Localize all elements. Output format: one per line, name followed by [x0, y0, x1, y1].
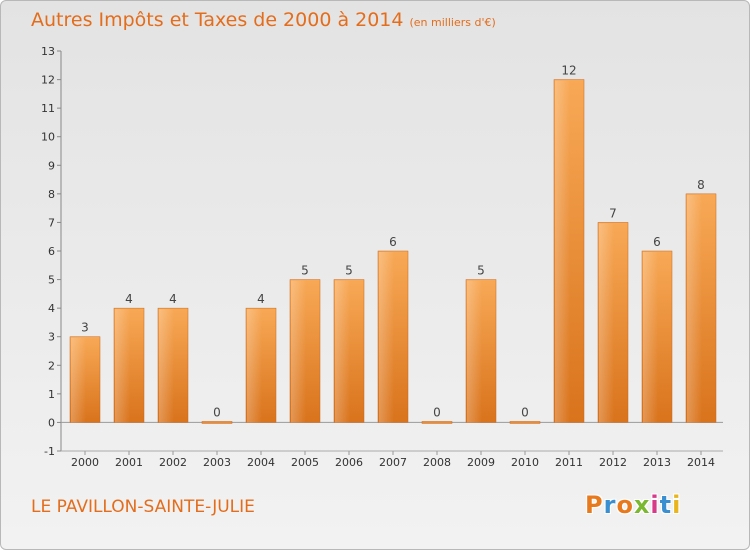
x-tick-label: 2011 [555, 456, 583, 469]
logo-letter: x [633, 491, 651, 519]
chart-subtitle: (en milliers d'€) [409, 16, 496, 29]
x-tick-label: 2005 [291, 456, 319, 469]
x-tick-label: 2000 [71, 456, 99, 469]
bar-highlight [643, 252, 658, 423]
bar-highlight [555, 80, 570, 423]
y-tick-label: 5 [48, 274, 55, 287]
bar-highlight [247, 309, 262, 423]
x-tick-label: 2009 [467, 456, 495, 469]
data-label: 6 [653, 235, 661, 249]
data-label: 4 [169, 292, 177, 306]
data-labels: 3 4 4 0 4 5 5 6 0 5 0 12 7 6 8 [81, 64, 705, 420]
logo-letter: P [585, 491, 604, 519]
x-tick-label: 2012 [599, 456, 627, 469]
x-tick-label: 2002 [159, 456, 187, 469]
bar-highlight [291, 280, 306, 423]
x-tick-label: 2001 [115, 456, 143, 469]
data-label: 7 [609, 206, 617, 220]
data-label: 12 [561, 64, 576, 78]
logo-letter: r [603, 491, 617, 519]
y-tick-label: 10 [41, 131, 55, 144]
data-label: 5 [301, 264, 309, 278]
x-tick-label: 2014 [687, 456, 715, 469]
data-label: 0 [213, 405, 221, 419]
bar [201, 421, 233, 424]
bar-highlight [159, 309, 174, 423]
y-tick-label: 12 [41, 74, 55, 87]
y-tick-label: 7 [48, 216, 55, 229]
x-tick-label: 2003 [203, 456, 231, 469]
data-label: 0 [521, 405, 529, 419]
x-tick-label: 2010 [511, 456, 539, 469]
proxiti-logo: Proxiti [585, 491, 681, 519]
data-label: 4 [125, 292, 133, 306]
y-tick-label: 1 [48, 388, 55, 401]
x-tick-label: 2006 [335, 456, 363, 469]
y-tick-label: 11 [41, 102, 55, 115]
data-label: 5 [477, 264, 485, 278]
y-tick-label: 9 [48, 159, 55, 172]
bar-highlight [71, 337, 86, 423]
data-label: 5 [345, 264, 353, 278]
chart-title-text: Autres Impôts et Taxes de 2000 à 2014 [31, 9, 404, 31]
y-tick-label: 8 [48, 188, 55, 201]
town-name: LE PAVILLON-SAINTE-JULIE [31, 497, 255, 517]
bar-highlight [467, 280, 482, 423]
y-tick-label: 0 [48, 416, 55, 429]
x-tick-label: 2007 [379, 456, 407, 469]
bar-highlight [379, 252, 394, 423]
y-tick-label: 13 [41, 45, 55, 58]
chart-title: Autres Impôts et Taxes de 2000 à 2014 (en… [31, 9, 496, 31]
logo-letter: o [616, 491, 634, 519]
logo-letter: i [672, 491, 682, 519]
bars [69, 79, 717, 424]
y-tick-label: -1 [44, 445, 55, 458]
x-tick-label: 2008 [423, 456, 451, 469]
x-tick-label: 2004 [247, 456, 275, 469]
logo-letter: i [650, 491, 660, 519]
y-tick-label: 2 [48, 359, 55, 372]
logo-letter: t [659, 491, 673, 519]
bar-highlight [599, 223, 614, 423]
bar-highlight [115, 309, 130, 423]
y-tick-label: 4 [48, 302, 55, 315]
x-tick-label: 2013 [643, 456, 671, 469]
data-label: 8 [697, 178, 705, 192]
data-label: 0 [433, 405, 441, 419]
bar [509, 421, 541, 424]
bar-highlight [687, 194, 702, 423]
data-label: 3 [81, 321, 89, 335]
bar [421, 421, 453, 424]
data-label: 4 [257, 292, 265, 306]
y-tick-label: 6 [48, 245, 55, 258]
bar-highlight [335, 280, 350, 423]
data-label: 6 [389, 235, 397, 249]
y-tick-label: 3 [48, 331, 55, 344]
